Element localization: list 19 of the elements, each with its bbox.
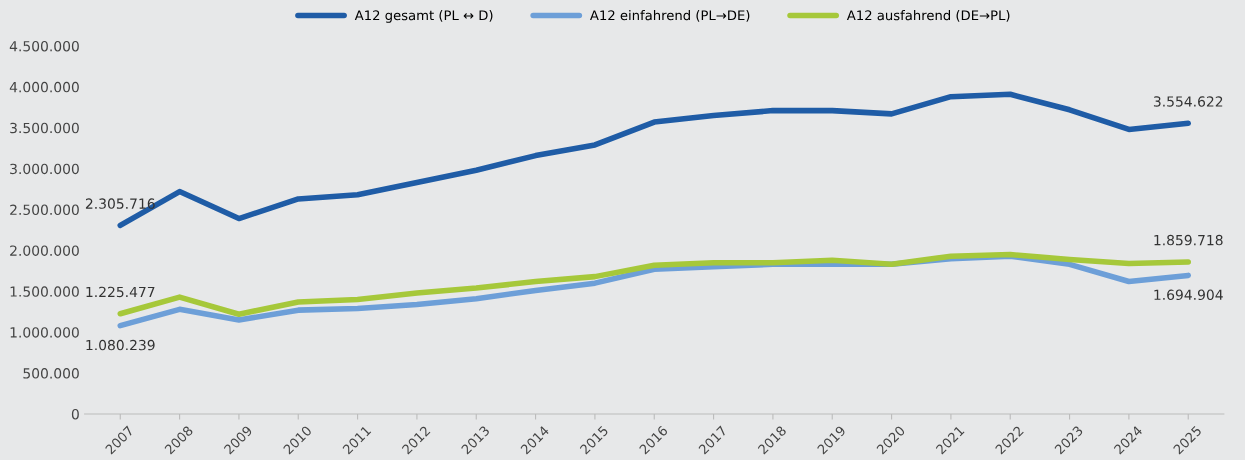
- legend-label: A12 gesamt (PL ↔ D): [354, 10, 493, 23]
- data-label: 1.859.718: [1154, 234, 1223, 246]
- y-tick-label: 4.000.000: [9, 81, 79, 93]
- data-label: 1.694.904: [1154, 289, 1223, 301]
- y-tick-label: 1.000.000: [10, 327, 79, 338]
- y-tick-label: 0: [71, 408, 79, 420]
- legend-label: A12 einfahrend (PL→DE): [589, 10, 750, 22]
- data-label: 3.554.622: [1153, 96, 1223, 107]
- y-tick-label: 3.500.000: [10, 122, 79, 134]
- data-label: 2.305.716: [85, 198, 155, 209]
- y-tick-label: 3.000.000: [10, 163, 79, 175]
- y-tick-label: 4.500.000: [9, 40, 79, 52]
- y-tick-label: 2.500.000: [10, 204, 79, 216]
- data-label: 1.080.239: [86, 339, 155, 351]
- y-tick-label: 2.000.000: [10, 245, 79, 256]
- legend-label: A12 ausfahrend (DE→PL): [846, 10, 1010, 22]
- y-tick-label: 500.000: [23, 368, 79, 379]
- data-label: 1.225.477: [86, 286, 155, 298]
- y-tick-label: 1.500.000: [10, 286, 79, 297]
